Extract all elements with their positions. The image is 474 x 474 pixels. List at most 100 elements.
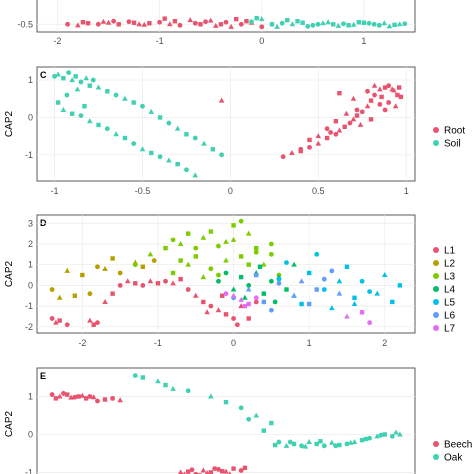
data-point: [351, 301, 358, 307]
data-point: [61, 76, 66, 81]
data-point: [238, 468, 244, 473]
data-point: [155, 378, 161, 384]
data-point: [371, 82, 378, 88]
y-tick-label: -2: [25, 322, 33, 332]
data-point: [185, 388, 191, 394]
data-point: [140, 282, 146, 288]
data-point: [82, 104, 87, 109]
data-point: [72, 394, 78, 400]
data-point: [204, 309, 210, 315]
data-point: [105, 89, 110, 94]
data-point: [261, 428, 266, 433]
data-point: [151, 258, 157, 263]
legend-key: [433, 441, 439, 447]
x-tick-label: 0: [228, 186, 233, 196]
data-point: [223, 19, 229, 25]
data-point: [174, 125, 181, 131]
y-axis-label-e: CAP2: [4, 411, 15, 438]
data-point: [253, 299, 259, 305]
data-point: [374, 433, 380, 439]
legend-key: [433, 260, 439, 266]
data-point: [184, 132, 189, 137]
data-point: [306, 301, 312, 307]
data-point: [193, 471, 199, 474]
data-point: [331, 22, 336, 27]
data-point: [147, 21, 152, 26]
data-point: [65, 392, 70, 397]
data-point: [64, 267, 71, 273]
data-point: [218, 22, 224, 27]
data-point: [329, 439, 335, 445]
x-tick-label: -1: [51, 186, 59, 196]
x-tick-label: 1: [404, 186, 409, 196]
panel-3-content: -1 0 1: [25, 373, 415, 474]
data-point: [140, 103, 145, 109]
data-point: [117, 282, 123, 288]
data-point: [314, 251, 320, 257]
data-point: [163, 245, 168, 251]
data-point: [295, 19, 300, 24]
data-point: [244, 19, 249, 24]
data-point: [246, 416, 252, 422]
data-point: [346, 23, 351, 28]
y-tick-label: -1: [25, 467, 33, 474]
data-point: [76, 394, 81, 399]
data-point: [95, 21, 101, 27]
data-point: [344, 264, 350, 269]
data-point: [306, 439, 312, 445]
data-point: [218, 97, 225, 103]
data-point: [83, 75, 90, 81]
data-point: [102, 298, 108, 304]
data-point: [216, 466, 221, 472]
data-point: [402, 21, 408, 27]
data-point: [100, 18, 107, 24]
data-point: [170, 237, 176, 243]
chart-marks: -2 -1 0 1 -0.5 -1 -0.5 0 0.5 1 -1 0 1 -2 -1 0 1 2 -2 -1 0 1 2 3…: [17, 0, 415, 474]
data-point: [350, 116, 357, 122]
data-point: [110, 256, 115, 261]
data-point: [193, 245, 199, 251]
data-point: [343, 110, 350, 116]
data-point: [90, 77, 96, 83]
legend-label: Root: [444, 126, 465, 137]
y-tick-label: 0: [28, 112, 33, 122]
data-point: [96, 122, 101, 128]
data-point: [272, 299, 278, 305]
data-point: [212, 22, 219, 28]
data-point: [116, 22, 121, 27]
data-point: [132, 262, 138, 268]
data-point: [392, 22, 397, 27]
data-point: [86, 118, 93, 124]
data-point: [307, 144, 312, 150]
data-point: [198, 22, 203, 27]
data-point: [279, 20, 285, 26]
data-point: [78, 113, 84, 118]
x-tick-label: 0: [259, 36, 264, 46]
data-point: [268, 251, 274, 257]
data-point: [102, 265, 108, 271]
data-point: [289, 149, 295, 155]
data-point: [87, 317, 93, 323]
data-point: [140, 375, 146, 380]
data-point: [395, 92, 400, 98]
data-point: [389, 433, 395, 439]
data-point: [291, 292, 297, 298]
data-point: [117, 270, 123, 276]
data-point: [283, 442, 290, 448]
data-point: [289, 21, 296, 27]
data-point: [223, 399, 229, 405]
data-point: [91, 322, 96, 327]
data-point: [347, 120, 353, 126]
data-point: [95, 398, 100, 404]
data-point: [396, 85, 402, 90]
legend-label: L4: [444, 285, 456, 296]
data-point: [210, 147, 216, 152]
data-point: [87, 394, 93, 399]
y-tick-label: -0.5: [17, 19, 33, 29]
data-point: [231, 316, 236, 321]
data-point: [261, 261, 267, 267]
data-point: [253, 295, 259, 301]
data-point: [300, 20, 305, 25]
data-point: [212, 466, 218, 472]
